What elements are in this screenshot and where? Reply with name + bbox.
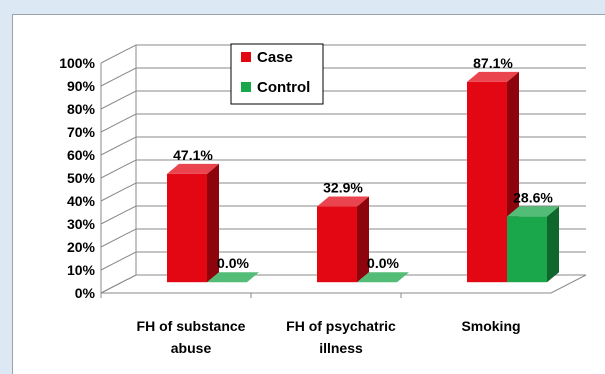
data-label: 28.6%	[513, 189, 553, 205]
y-tick-label: 90%	[67, 78, 96, 94]
data-label: 0.0%	[217, 255, 249, 271]
bar-side-control	[547, 206, 559, 283]
y-tick-label: 10%	[67, 262, 96, 278]
x-category-label: abuse	[171, 340, 212, 356]
bar-case	[317, 206, 357, 283]
x-category-label: FH of substance	[137, 318, 246, 334]
data-label: 0.0%	[367, 255, 399, 271]
y-tick-label: 80%	[67, 101, 96, 117]
data-label: 87.1%	[473, 55, 513, 71]
legend-swatch-control	[241, 82, 251, 92]
legend-label: Control	[257, 79, 310, 96]
y-tick-label: 70%	[67, 124, 96, 140]
bar-side-case	[357, 196, 369, 283]
x-category-label: illness	[319, 340, 363, 356]
y-tick-label: 40%	[67, 193, 96, 209]
legend-swatch-case	[241, 52, 251, 62]
bar-top-control	[207, 272, 259, 283]
bar-top-case	[467, 71, 519, 82]
bar-control	[507, 216, 547, 283]
gridline	[100, 44, 586, 64]
x-category-label: Smoking	[461, 318, 520, 334]
data-label: 32.9%	[323, 180, 363, 196]
y-tick-label: 100%	[59, 55, 95, 71]
bar-top-case	[167, 163, 219, 174]
bar-top-control	[357, 272, 409, 283]
legend-label: Case	[257, 49, 293, 66]
y-tick-label: 50%	[67, 170, 96, 186]
chart-frame: 0% 10% 20% 30% 40% 50% 60% 70% 80% 90% 100% 47.1% 0.…	[12, 14, 605, 374]
bar-chart: 0% 10% 20% 30% 40% 50% 60% 70% 80% 90% 100% 47.1% 0.…	[59, 43, 587, 356]
bar-case	[167, 173, 207, 283]
x-category-label: FH of psychatric	[286, 318, 396, 334]
bar-top-case	[317, 196, 369, 207]
y-tick-label: 20%	[67, 239, 96, 255]
y-tick-label: 30%	[67, 216, 96, 232]
y-tick-label: 0%	[75, 285, 96, 301]
bar-top-control	[507, 206, 559, 217]
bar-case	[467, 81, 507, 283]
bar-side-case	[207, 163, 219, 283]
y-tick-label: 60%	[67, 147, 96, 163]
data-label: 47.1%	[173, 147, 213, 163]
